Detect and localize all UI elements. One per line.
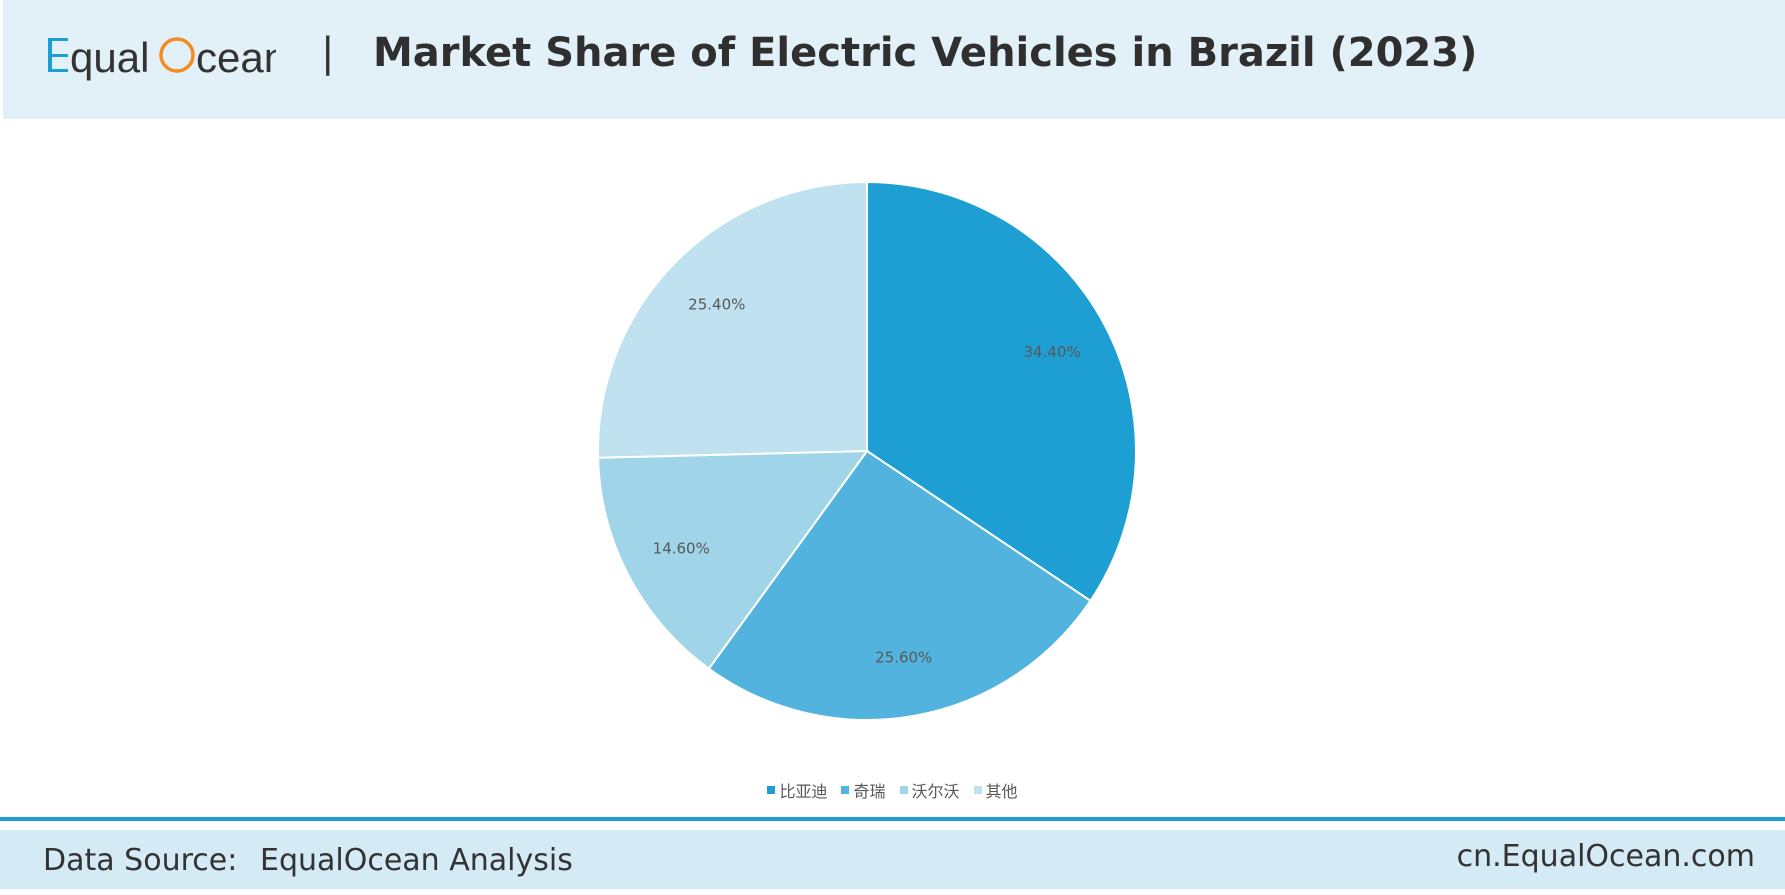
legend-label: 比亚迪 (779, 782, 828, 801)
footer-bar: Data Source: EqualOcean Analysis cn.Equa… (0, 830, 1785, 889)
logo-text-cean: cean (196, 34, 276, 81)
legend-swatch-icon (899, 786, 908, 794)
chart-legend: 比亚迪 奇瑞 沃尔沃 其他 (0, 778, 1785, 802)
data-source-label: Data Source: (43, 843, 238, 878)
legend-swatch-icon (973, 786, 982, 794)
page-title: Market Share of Electric Vehicles in Bra… (373, 30, 1478, 76)
pie-slice-1 (866, 180, 1137, 603)
pie-slice-4 (597, 180, 868, 459)
logo-text-equal: qual (70, 34, 149, 81)
legend-item-2: 奇瑞 (841, 778, 886, 802)
pie-slice-2 (707, 449, 1092, 721)
legend-item-4: 其他 (973, 778, 1018, 802)
logo-icon: qual cean (48, 34, 276, 81)
equalocean-logo: qual cean (46, 26, 276, 86)
header-bar: qual cean | Market Share of Electric Veh… (3, 0, 1785, 119)
data-source-value: EqualOcean Analysis (260, 843, 573, 878)
legend-item-3: 沃尔沃 (899, 778, 960, 802)
slice-label-2: 25.60% (875, 649, 932, 667)
legend-label: 其他 (985, 782, 1018, 801)
pie-chart: 34.40% 25.60% 14.60% 25.40% (597, 180, 1137, 721)
title-separator: | (321, 30, 335, 76)
slice-label-3: 14.60% (653, 540, 710, 558)
site-link[interactable]: cn.EqualOcean.com (1456, 839, 1755, 874)
pie-slice-3 (597, 449, 869, 671)
footer-divider (0, 817, 1785, 821)
slice-label-4: 25.40% (688, 296, 745, 314)
legend-label: 奇瑞 (853, 782, 886, 801)
legend-item-1: 比亚迪 (767, 778, 827, 802)
slice-label-1: 34.40% (1024, 343, 1081, 361)
chart-area: 34.40% 25.60% 14.60% 25.40% (0, 119, 1785, 819)
legend-swatch-icon (767, 786, 776, 794)
legend-swatch-icon (841, 786, 850, 794)
legend-label: 沃尔沃 (911, 782, 960, 801)
